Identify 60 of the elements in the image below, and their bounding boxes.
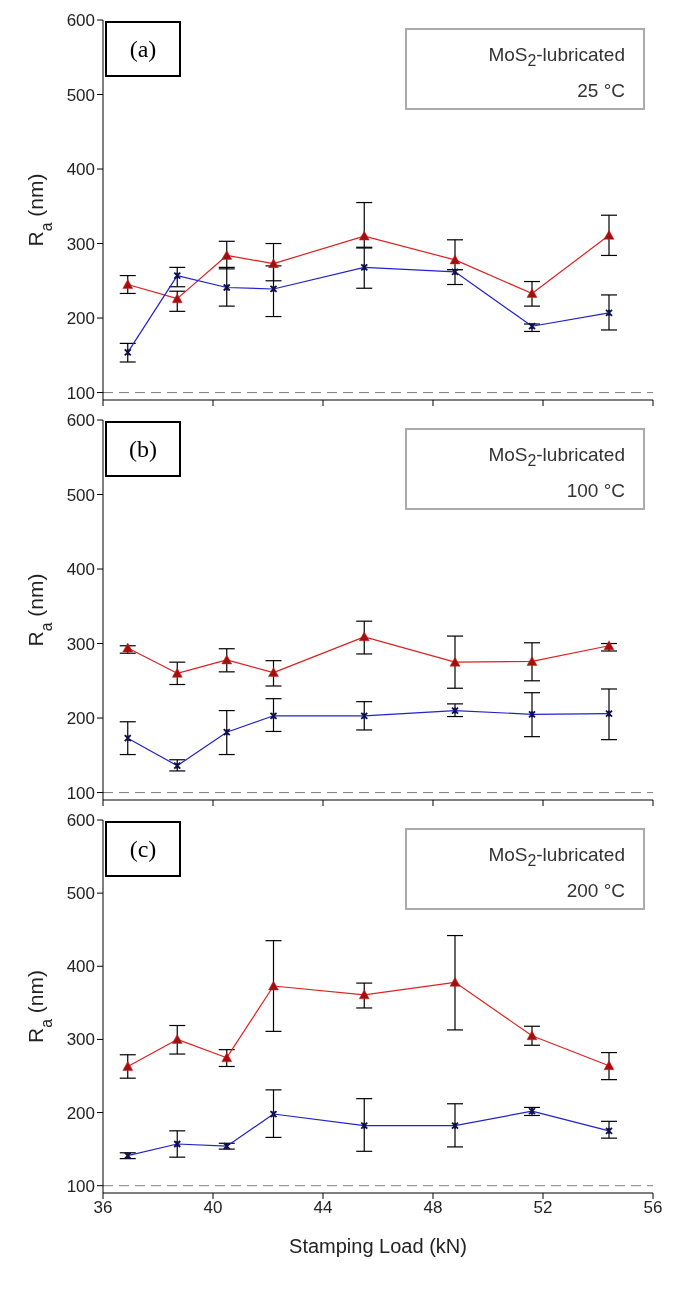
point	[268, 980, 279, 991]
point	[268, 258, 279, 268]
panel-label-box: (c)	[105, 821, 181, 877]
point	[359, 230, 370, 241]
condition-box: MoS$_{2}$-lubricated 200 °C	[405, 828, 645, 910]
y-tick-label: 600	[66, 11, 95, 31]
point	[268, 667, 279, 677]
point	[172, 1034, 183, 1044]
y-tick-label: 100	[66, 383, 95, 403]
annotation: 100 °C	[565, 478, 625, 503]
y-tick-label: 200	[66, 709, 95, 729]
x-tick-label: 36	[93, 1198, 113, 1218]
point	[172, 668, 183, 678]
y-tick-label: 600	[66, 811, 95, 831]
y-tick-label: 300	[66, 234, 95, 254]
x-tick-label: 56	[643, 1198, 663, 1218]
point	[122, 642, 133, 653]
y-tick-label: 600	[66, 411, 95, 431]
panel-label-box: (b)	[105, 421, 181, 477]
point	[221, 1052, 232, 1062]
point	[526, 288, 538, 298]
annotation: MoS$_{2}$-lubricated	[487, 443, 625, 471]
y-tick-label: 100	[66, 1176, 95, 1196]
y-tick-label: 200	[66, 1103, 95, 1123]
y-tick-label: 100	[66, 783, 95, 803]
x-tick-label: 40	[203, 1198, 223, 1218]
y-tick-label: 400	[66, 957, 95, 977]
point	[526, 1030, 538, 1040]
x-tick-label: 44	[313, 1198, 333, 1218]
x-axis-title: Stamping Load (kN)	[289, 1235, 467, 1257]
point	[221, 654, 232, 665]
point	[449, 656, 461, 667]
y-tick-label: 500	[66, 485, 95, 505]
point	[221, 250, 232, 260]
point	[449, 254, 461, 265]
y-tick-label: 400	[66, 160, 95, 180]
point	[122, 279, 133, 289]
condition-box: MoS$_{2}$-lubricated 25 °C	[405, 28, 645, 110]
condition-box: MoS$_{2}$-lubricated 100 °C	[405, 428, 645, 510]
point	[122, 1061, 133, 1071]
y-tick-label: 300	[66, 634, 95, 654]
y-tick-label: 500	[66, 884, 95, 904]
y-tick-label: 400	[66, 560, 95, 580]
point	[359, 989, 370, 1000]
annotation: MoS$_{2}$-lubricated	[487, 843, 625, 871]
x-tick-label: 48	[423, 1198, 443, 1218]
point	[603, 230, 615, 240]
annotation: 25 °C	[576, 78, 625, 103]
x-tick-label: 52	[533, 1198, 553, 1218]
annotation: 200 °C	[565, 878, 625, 903]
point	[603, 1060, 615, 1070]
y-tick-label: 500	[66, 85, 95, 105]
point	[449, 977, 461, 987]
point	[172, 293, 183, 303]
point	[526, 656, 538, 666]
y-tick-label: 300	[66, 1030, 95, 1050]
annotation: MoS$_{2}$-lubricated	[487, 43, 625, 71]
y-tick-label: 200	[66, 309, 95, 329]
point	[359, 631, 370, 642]
panel-label-box: (a)	[105, 21, 181, 77]
